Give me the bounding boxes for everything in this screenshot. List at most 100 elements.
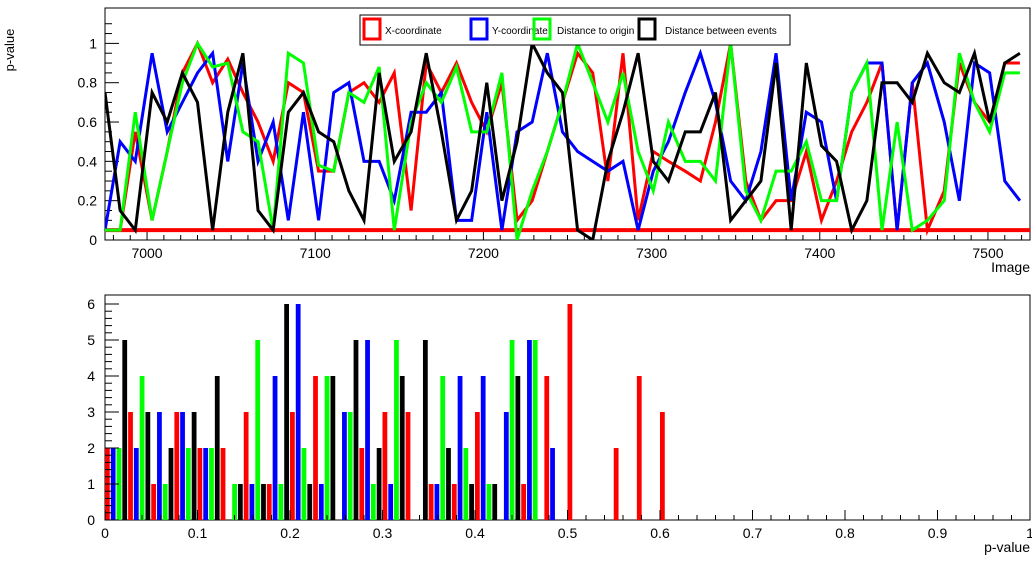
bar-4-bin-15 — [469, 484, 474, 520]
bar-4-bin-12 — [399, 376, 405, 520]
legend-swatch-2 — [469, 17, 489, 41]
bar-3-bin-8 — [301, 448, 307, 520]
bar-1-bin-9 — [313, 376, 318, 520]
bar-1-bin-6 — [243, 412, 249, 520]
top-y-tick-label: 0.4 — [78, 153, 98, 169]
bar-3-bin-5 — [232, 484, 237, 520]
bottom-x-tick-label: 0.2 — [280, 525, 300, 541]
bar-1-bin-12 — [382, 412, 388, 520]
bar-3-bin-4 — [209, 448, 214, 520]
bar-4-bin-4 — [214, 376, 220, 520]
bar-1-bin-18 — [521, 484, 527, 520]
bottom-x-tick-label: 0.3 — [373, 525, 393, 541]
bottom-y-tick-label: 1 — [87, 476, 95, 492]
top-x-tick-label: 7300 — [636, 245, 667, 261]
bar-3-bin-7 — [278, 484, 284, 520]
top-panel: 0 0.2 0.4 0.6 0.8 1 7000 7100 7200 7300 7400 7500Im… — [2, 7, 1031, 275]
bar-4-bin-5 — [237, 484, 243, 520]
bottom-x-tick-label: 0.5 — [558, 525, 578, 541]
legend-swatch-3 — [532, 17, 552, 41]
bar-2-bin-12 — [388, 484, 394, 520]
bottom-x-tick-label: 0.4 — [465, 525, 485, 541]
bar-2-bin-4 — [203, 448, 209, 520]
bar-1-bin-15 — [451, 484, 457, 520]
bottom-y-tick-label: 4 — [87, 368, 95, 384]
top-y-axis-label: p-value — [2, 29, 17, 72]
bar-3-bin-15 — [463, 448, 469, 520]
legend-label-4: Distance between events — [665, 26, 777, 37]
top-y-tick-label: 1 — [89, 35, 97, 51]
bar-2-bin-2 — [157, 412, 162, 520]
bar-3-bin-6 — [255, 340, 261, 520]
bar-3-bin-1 — [139, 376, 145, 520]
bar-1-bin-24 — [660, 412, 665, 520]
legend-label-2: Y-coordinate — [492, 26, 548, 37]
bar-3-bin-11 — [370, 484, 376, 520]
legend-swatch-1 — [362, 17, 382, 41]
bar-1-bin-11 — [359, 448, 365, 520]
bar-1-bin-4 — [197, 448, 203, 520]
bottom-x-tick-label: 0.7 — [743, 525, 763, 541]
bar-3-bin-3 — [185, 448, 191, 520]
top-x-axis-label: Image — [991, 259, 1030, 275]
bar-4-bin-1 — [145, 412, 151, 520]
bar-4-bin-10 — [353, 340, 359, 520]
bar-4-bin-11 — [376, 448, 382, 520]
bar-2-bin-14 — [434, 484, 440, 520]
legend-swatch-4 — [637, 17, 657, 41]
legend-label-3: Distance to origin — [557, 26, 634, 37]
bar-4-bin-2 — [168, 448, 174, 520]
bar-4-bin-7 — [284, 304, 289, 520]
bar-3-bin-14 — [440, 376, 446, 520]
series-line-2 — [105, 48, 1022, 231]
bar-1-bin-19 — [544, 376, 550, 520]
bar-2-bin-10 — [342, 412, 347, 520]
bar-4-bin-17 — [515, 376, 521, 520]
bar-1-bin-13 — [405, 412, 411, 520]
bottom-x-tick-label: 0.9 — [928, 525, 948, 541]
bar-1-bin-16 — [475, 412, 480, 520]
legend: X-coordinate Y-coordinate Distance to orig… — [359, 14, 791, 46]
bar-1-bin-20 — [567, 304, 573, 520]
bar-4-bin-0 — [122, 340, 128, 520]
top-x-tick-label: 7500 — [972, 245, 1003, 261]
bar-2-bin-16 — [480, 376, 486, 520]
bar-3-bin-9 — [324, 376, 330, 520]
bar-3-bin-12 — [394, 340, 399, 520]
bar-2-bin-3 — [180, 412, 185, 520]
bar-3-bin-18 — [532, 340, 538, 520]
series-line-4 — [105, 38, 1021, 240]
bar-4-bin-16 — [492, 484, 498, 520]
bar-4-bin-6 — [261, 484, 266, 520]
legend-box — [359, 14, 791, 46]
bar-1-bin-5 — [220, 448, 226, 520]
legend-label-1: X-coordinate — [385, 26, 442, 37]
top-x-tick-label: 7000 — [131, 245, 162, 261]
bar-1-bin-1 — [128, 412, 133, 520]
bottom-y-tick-label: 3 — [87, 404, 95, 420]
bar-1-bin-14 — [428, 484, 434, 520]
top-y-tick-label: 0.8 — [78, 75, 98, 91]
bar-2-bin-17 — [503, 412, 509, 520]
top-x-tick-label: 7400 — [804, 245, 835, 261]
bottom-x-tick-label: 1 — [1026, 525, 1032, 541]
top-x-tick-label: 7200 — [468, 245, 499, 261]
bottom-y-tick-label: 6 — [87, 296, 95, 312]
bar-3-bin-2 — [162, 484, 168, 520]
top-x-tick-label: 7100 — [300, 245, 331, 261]
bar-3-bin-16 — [486, 484, 492, 520]
bar-2-bin-19 — [550, 448, 555, 520]
bar-2-bin-9 — [318, 484, 324, 520]
bar-2-bin-6 — [249, 484, 255, 520]
bottom-y-tick-label: 2 — [87, 440, 95, 456]
top-y-tick-label: 0.6 — [78, 114, 98, 130]
bar-4-bin-13 — [422, 340, 428, 520]
bar-4-bin-9 — [330, 376, 336, 520]
bar-1-bin-7 — [266, 484, 272, 520]
bottom-x-axis-label: p-value — [984, 539, 1030, 555]
top-y-tick-label: 0 — [89, 232, 97, 248]
bar-2-bin-1 — [133, 448, 139, 520]
